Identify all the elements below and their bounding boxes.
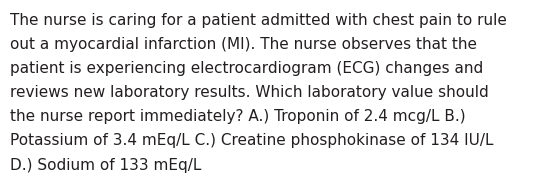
Text: patient is experiencing electrocardiogram (ECG) changes and: patient is experiencing electrocardiogra… <box>10 61 483 76</box>
Text: D.) Sodium of 133 mEq/L: D.) Sodium of 133 mEq/L <box>10 158 201 173</box>
Text: reviews new laboratory results. Which laboratory value should: reviews new laboratory results. Which la… <box>10 85 489 100</box>
Text: the nurse report immediately? A.) Troponin of 2.4 mcg/L B.): the nurse report immediately? A.) Tropon… <box>10 109 466 124</box>
Text: The nurse is caring for a patient admitted with chest pain to rule: The nurse is caring for a patient admitt… <box>10 13 507 28</box>
Text: out a myocardial infarction (MI). The nurse observes that the: out a myocardial infarction (MI). The nu… <box>10 37 477 52</box>
Text: Potassium of 3.4 mEq/L C.) Creatine phosphokinase of 134 IU/L: Potassium of 3.4 mEq/L C.) Creatine phos… <box>10 133 493 149</box>
